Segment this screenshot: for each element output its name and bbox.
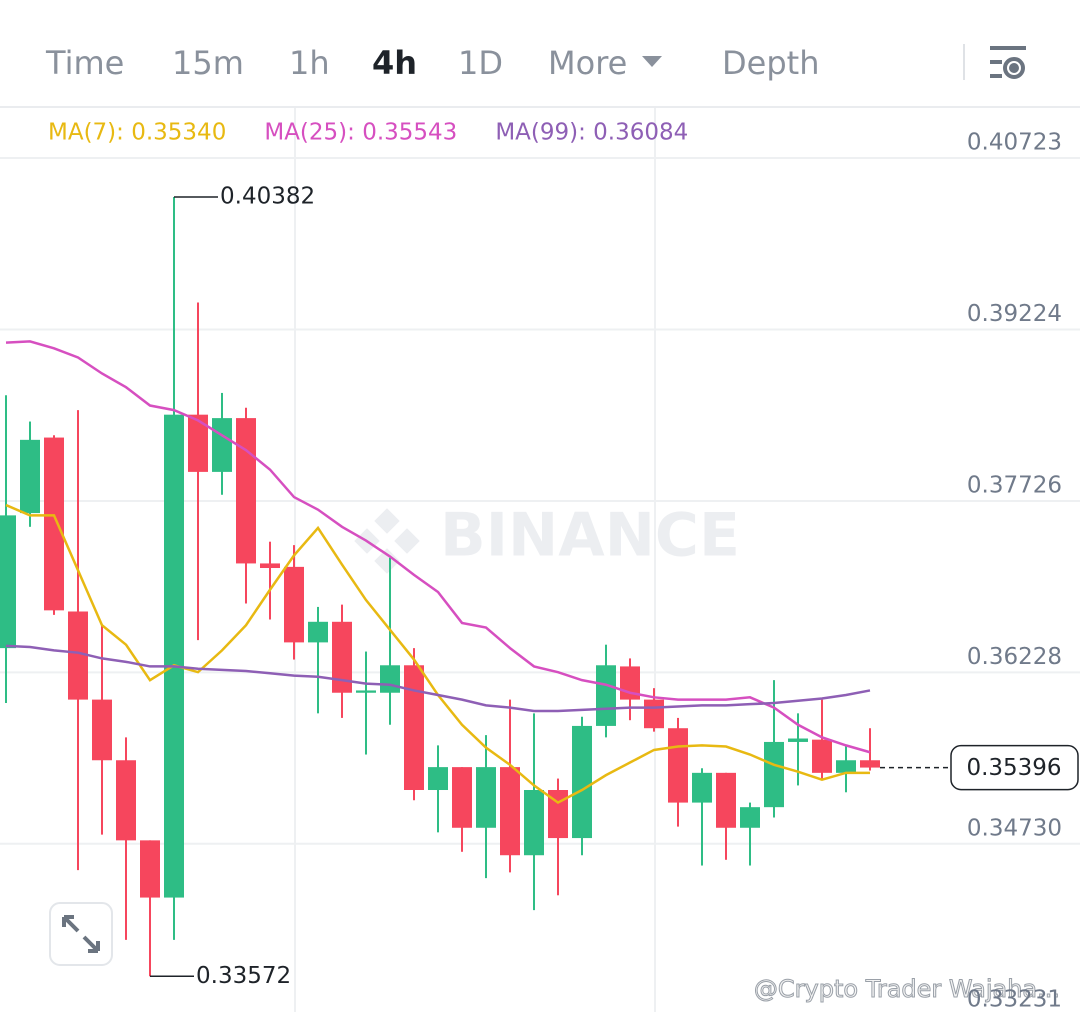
candle-body — [68, 611, 88, 700]
legend-entry: MA(7): 0.35340 — [48, 120, 226, 146]
y-tick-label: 0.34730 — [967, 815, 1062, 841]
candle-body — [740, 807, 760, 828]
ma-line — [5, 644, 871, 713]
candle-body — [404, 665, 424, 791]
dropdown-caret — [642, 56, 662, 67]
tab[interactable]: Depth — [722, 44, 819, 82]
candle-body — [164, 414, 184, 898]
y-tick-label: 0.39224 — [967, 301, 1062, 327]
candle-body — [548, 790, 568, 839]
tab[interactable]: 4h — [372, 44, 417, 82]
settings-icon[interactable] — [990, 46, 1026, 79]
candle-body — [692, 772, 712, 803]
candle-body — [572, 725, 592, 839]
candle-body — [0, 515, 16, 649]
candle-body — [92, 699, 112, 761]
tab[interactable]: 1D — [458, 44, 503, 82]
candle-body — [860, 760, 880, 768]
candle-body — [116, 760, 136, 841]
ma-line — [5, 340, 871, 754]
candle-body — [236, 418, 256, 564]
candle-body — [428, 767, 448, 791]
y-tick-label: 0.36228 — [967, 644, 1062, 670]
candle-body — [380, 665, 400, 693]
candle-body — [764, 741, 784, 808]
candle-body — [356, 690, 376, 693]
y-tick-label: 0.40723 — [967, 130, 1062, 156]
candle-body — [308, 621, 328, 643]
candle-body — [524, 790, 544, 856]
tab[interactable]: More — [548, 44, 627, 82]
candle-body — [212, 418, 232, 472]
candle-body — [260, 563, 280, 569]
candle-body — [284, 566, 304, 643]
expand-button[interactable] — [49, 902, 113, 966]
credit-watermark: @Crypto Trader Wajaha... — [754, 975, 1060, 1003]
tab[interactable]: 1h — [289, 44, 330, 82]
candle-body — [140, 840, 160, 898]
candle-body — [812, 739, 832, 773]
tab[interactable]: Time — [45, 44, 124, 82]
candle-body — [332, 621, 352, 693]
candle-body — [20, 439, 40, 514]
candle-body — [596, 665, 616, 726]
candle-body — [668, 728, 688, 803]
candle-body — [788, 738, 808, 742]
candle-body — [476, 767, 496, 828]
candle-body — [836, 760, 856, 773]
candle-body — [452, 767, 472, 828]
watermark: BINANCE — [440, 501, 740, 571]
tab[interactable]: 15m — [172, 44, 244, 82]
last-price-label: 0.35396 — [966, 755, 1061, 781]
y-tick-label: 0.37726 — [967, 472, 1062, 498]
high-label: 0.40382 — [220, 184, 315, 210]
candle-body — [644, 699, 664, 729]
candle-body — [44, 437, 64, 611]
candle-body — [716, 772, 736, 828]
watermark-logo — [354, 508, 420, 574]
last-price-box — [950, 744, 1079, 791]
low-label: 0.33572 — [196, 963, 291, 989]
legend-entry: MA(99): 0.36084 — [495, 120, 688, 146]
candle-body — [500, 767, 520, 856]
legend-entry: MA(25): 0.35543 — [264, 120, 457, 146]
y-tick-label: 0.33231 — [967, 987, 1062, 1012]
candle-body — [188, 414, 208, 472]
